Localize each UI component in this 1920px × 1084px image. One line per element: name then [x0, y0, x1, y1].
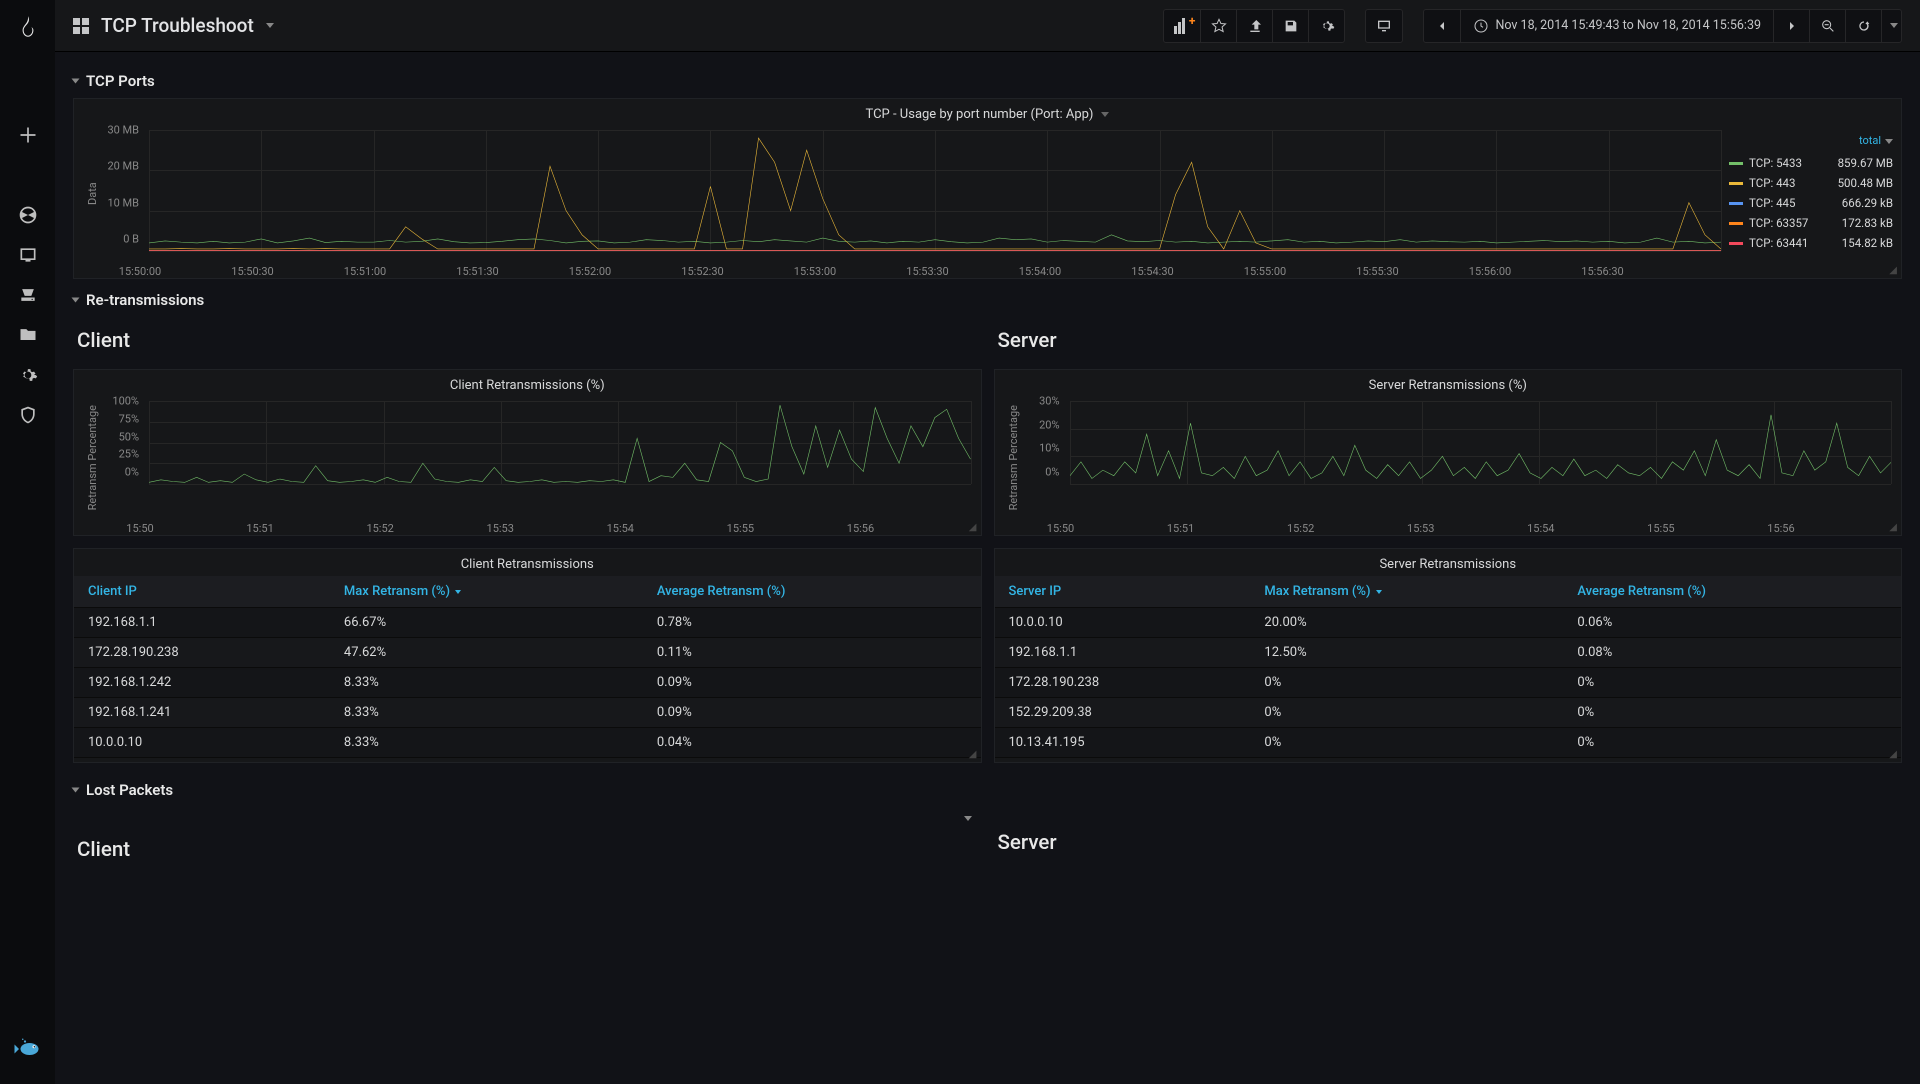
panel-client-retrans-table: Client Retransmissions Client IPMax Retr… [73, 548, 982, 763]
fish-logo[interactable] [13, 1038, 43, 1064]
table-row[interactable]: 10.0.0.108.33%0.04% [74, 728, 981, 758]
refresh-button[interactable] [1845, 10, 1881, 42]
screen-icon[interactable] [17, 244, 39, 266]
table-row[interactable]: 192.168.1.2428.33%0.09% [74, 668, 981, 698]
subhead-client: Client [77, 329, 982, 353]
resize-handle[interactable]: ◢ [1889, 265, 1897, 276]
time-forward-button[interactable] [1773, 10, 1809, 42]
main: TCP Troubleshoot + Nov 18, 2014 15:49:43… [55, 0, 1920, 1084]
time-range-button[interactable]: Nov 18, 2014 15:49:43 to Nov 18, 2014 15… [1460, 10, 1773, 42]
row-toggle-retrans[interactable]: Re-transmissions [73, 291, 1902, 309]
panel-menu-icon[interactable] [960, 811, 972, 826]
settings-button[interactable] [1308, 10, 1344, 42]
folder-icon[interactable] [17, 324, 39, 346]
table-row[interactable]: 172.28.190.2380%0% [995, 668, 1902, 698]
panel-tcp-ports: TCP - Usage by port number (Port: App) D… [73, 98, 1902, 279]
drive-icon[interactable] [17, 284, 39, 306]
table-header[interactable]: Client IP [74, 576, 330, 608]
refresh-interval-button[interactable] [1881, 10, 1901, 42]
legend-item[interactable]: TCP: 63357172.83 kB [1729, 213, 1893, 233]
table-header[interactable]: Server IP [995, 576, 1251, 608]
panel-title[interactable]: Server Retransmissions (%) [995, 370, 1902, 397]
sidebar [0, 0, 55, 1084]
resize-handle[interactable]: ◢ [1889, 749, 1897, 760]
table-row[interactable]: 192.168.1.112.50%0.08% [995, 638, 1902, 668]
app-logo[interactable] [15, 14, 41, 44]
save-button[interactable] [1272, 10, 1308, 42]
row-toggle-lost[interactable]: Lost Packets [73, 781, 1902, 799]
resize-handle[interactable]: ◢ [969, 522, 977, 533]
dashboards-icon[interactable] [17, 164, 39, 186]
panel-title[interactable]: Client Retransmissions [74, 549, 981, 576]
share-button[interactable] [1236, 10, 1272, 42]
table-row[interactable]: 10.0.0.1020.00%0.06% [995, 608, 1902, 638]
ports-legend: total TCP: 5433859.67 MBTCP: 443500.48 M… [1721, 130, 1901, 257]
star-button[interactable] [1200, 10, 1236, 42]
panel-server-retrans-table: Server Retransmissions Server IPMax Retr… [994, 548, 1903, 763]
subhead-client-2: Client [77, 838, 982, 862]
resize-handle[interactable]: ◢ [969, 749, 977, 760]
time-range-label: Nov 18, 2014 15:49:43 to Nov 18, 2014 15… [1495, 18, 1761, 33]
table-row[interactable]: 192.168.1.2418.33%0.09% [74, 698, 981, 728]
legend-item[interactable]: TCP: 445666.29 kB [1729, 193, 1893, 213]
dashboard-body: TCP Ports TCP - Usage by port number (Po… [55, 52, 1920, 1084]
zoom-out-button[interactable] [1809, 10, 1845, 42]
client-retrans-table: Client IPMax Retransm (%)Average Retrans… [74, 576, 981, 758]
add-icon[interactable] [17, 124, 39, 146]
explore-icon[interactable] [17, 204, 39, 226]
server-retrans-table: Server IPMax Retransm (%)Average Retrans… [995, 576, 1902, 758]
legend-item[interactable]: TCP: 443500.48 MB [1729, 173, 1893, 193]
server-retrans-chart[interactable]: 30%20%10%0% [1022, 401, 1892, 485]
time-back-button[interactable] [1424, 10, 1460, 42]
subhead-server: Server [998, 329, 1903, 353]
panel-server-retrans-chart: Server Retransmissions (%) Retransm Perc… [994, 369, 1903, 536]
panel-client-retrans-chart: Client Retransmissions (%) Retransm Perc… [73, 369, 982, 536]
table-row[interactable]: 172.28.190.23847.62%0.11% [74, 638, 981, 668]
topbar: TCP Troubleshoot + Nov 18, 2014 15:49:43… [55, 0, 1920, 52]
table-header[interactable]: Max Retransm (%) [1250, 576, 1563, 608]
legend-sort[interactable]: total [1729, 134, 1893, 147]
legend-item[interactable]: TCP: 5433859.67 MB [1729, 153, 1893, 173]
gear-icon[interactable] [17, 364, 39, 386]
table-row[interactable]: 10.13.41.1950%0% [995, 728, 1902, 758]
table-row[interactable]: 192.168.1.166.67%0.78% [74, 608, 981, 638]
legend-item[interactable]: TCP: 63441154.82 kB [1729, 233, 1893, 253]
dashboard-title[interactable]: TCP Troubleshoot [101, 14, 274, 37]
table-header[interactable]: Average Retransm (%) [643, 576, 981, 608]
row-toggle-tcp-ports[interactable]: TCP Ports [73, 72, 1902, 90]
resize-handle[interactable]: ◢ [1889, 522, 1897, 533]
dashboard-grid-icon [73, 18, 89, 34]
panel-title[interactable]: Server Retransmissions [995, 549, 1902, 576]
table-header[interactable]: Max Retransm (%) [330, 576, 643, 608]
panel-title[interactable]: Client Retransmissions (%) [74, 370, 981, 397]
panel-title[interactable]: TCP - Usage by port number (Port: App) [74, 99, 1901, 126]
add-panel-button[interactable]: + [1164, 10, 1200, 42]
shield-icon[interactable] [17, 404, 39, 426]
table-header[interactable]: Average Retransm (%) [1563, 576, 1901, 608]
tv-mode-button[interactable] [1366, 10, 1402, 42]
ports-chart[interactable]: 30 MB20 MB10 MB0 B [101, 130, 1721, 252]
client-retrans-chart[interactable]: 100%75%50%25%0% [101, 401, 971, 485]
subhead-server-2: Server [998, 831, 1903, 855]
y-axis-label: Data [84, 130, 101, 257]
table-row[interactable]: 152.29.209.380%0% [995, 698, 1902, 728]
